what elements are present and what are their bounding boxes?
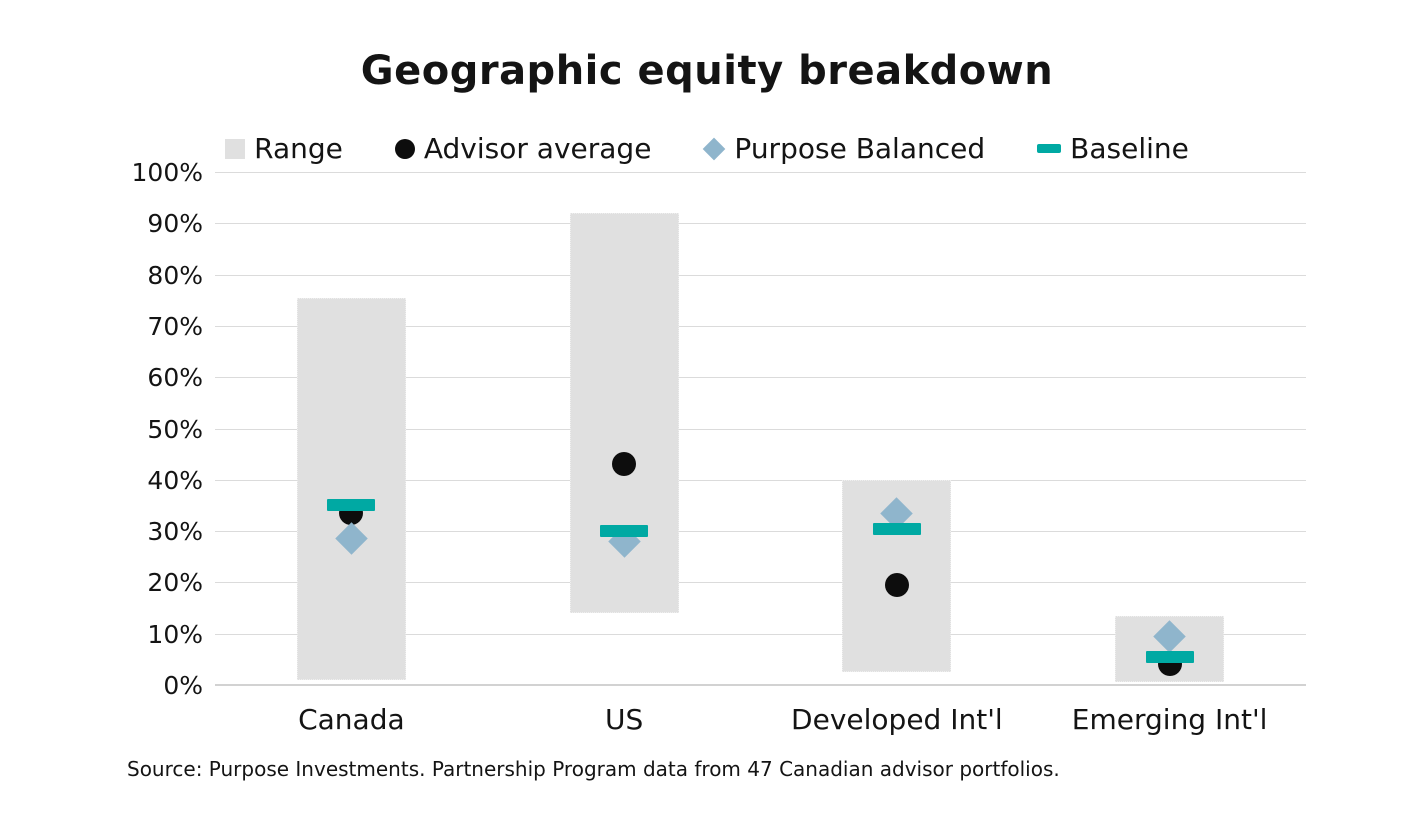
plot-area: 0% 10% 20% 30% 40% 50% 60% 70% 80% 90% 100% Canada U…	[132, 160, 1306, 736]
legend-item-range: Range	[225, 132, 343, 165]
y-tick-label-10: 10%	[147, 619, 203, 649]
gridline-20	[215, 582, 1306, 584]
advisor-average-swatch-icon	[394, 138, 415, 159]
x-category-label: Emerging Int'l	[1071, 703, 1268, 736]
baseline-dash	[327, 499, 376, 512]
x-category-label: US	[604, 703, 644, 736]
advisor-average-dot	[884, 572, 909, 597]
source-note: Source: Purpose Investments. Partnership…	[127, 757, 1060, 781]
legend-label-purpose-balanced: Purpose Balanced	[734, 132, 986, 165]
gridline-100	[215, 172, 1306, 173]
x-category-label: Canada	[298, 703, 405, 736]
y-tick-label-0: 0%	[163, 671, 203, 700]
y-tick-label-100: 100%	[131, 158, 203, 187]
gridline-60	[215, 377, 1306, 379]
gridline-40	[215, 479, 1306, 481]
purpose-balanced-swatch-icon	[703, 137, 726, 160]
y-tick-label-20: 20%	[147, 568, 203, 598]
y-tick-label-30: 30%	[147, 517, 203, 547]
advisor-average-dot	[612, 452, 637, 477]
legend-item-advisor-average: Advisor average	[394, 132, 652, 165]
range-bar	[296, 297, 406, 680]
x-category-label: Developed Int'l	[791, 703, 1003, 736]
gridline-80	[215, 274, 1306, 276]
y-tick-label-90: 90%	[147, 209, 203, 239]
baseline-dash	[1145, 650, 1194, 663]
y-tick-label-80: 80%	[147, 260, 203, 290]
y-tick-label-70: 70%	[147, 311, 203, 341]
gridline-90	[215, 223, 1306, 225]
legend-item-baseline: Baseline	[1037, 132, 1189, 165]
range-swatch-icon	[225, 138, 246, 159]
gridline-70	[215, 325, 1306, 327]
gridline-10	[215, 633, 1306, 635]
y-tick-label-50: 50%	[147, 414, 203, 444]
y-tick-label-40: 40%	[147, 465, 203, 495]
legend-label-advisor-average: Advisor average	[423, 132, 652, 165]
baseline-dash	[872, 522, 921, 535]
legend-label-range: Range	[254, 132, 343, 165]
legend-label-baseline: Baseline	[1070, 132, 1189, 165]
gridline-0	[215, 684, 1306, 686]
chart-title: Geographic equity breakdown	[360, 48, 1054, 94]
y-tick-label-60: 60%	[147, 363, 203, 393]
gridline-30	[215, 531, 1306, 533]
chart-legend: Range Advisor average Purpose Balanced B…	[0, 132, 1414, 165]
gridline-50	[215, 428, 1306, 430]
legend-item-purpose-balanced: Purpose Balanced	[703, 132, 985, 165]
baseline-swatch-icon	[1037, 144, 1062, 153]
baseline-dash	[600, 525, 649, 538]
